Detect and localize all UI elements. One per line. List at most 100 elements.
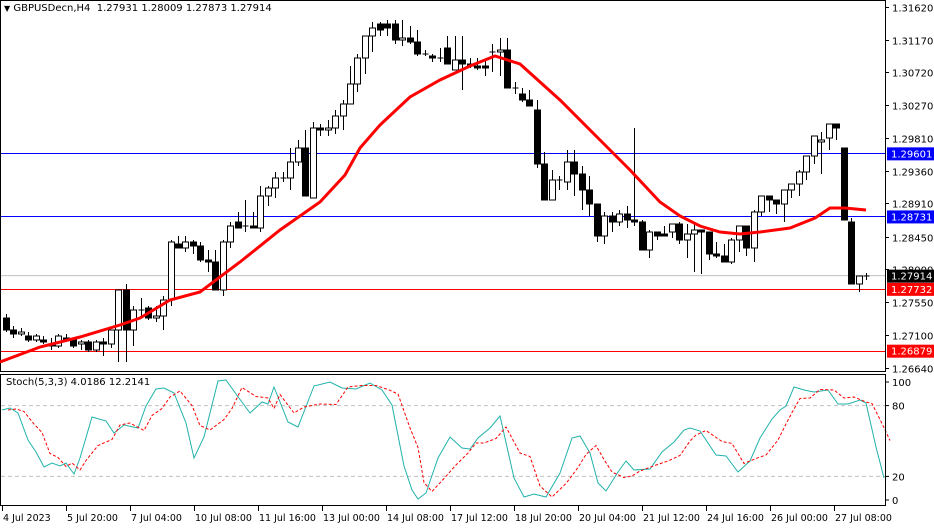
candle: [220, 241, 227, 291]
candle: [197, 245, 204, 261]
candle: [474, 65, 481, 69]
candle: [190, 241, 197, 247]
stoch-signal-value: 12.2141: [108, 377, 151, 388]
close-value: 1.27914: [230, 3, 272, 14]
candle: [429, 55, 436, 59]
stoch-tick: 100: [892, 378, 911, 389]
stoch-main-value: 4.0186: [70, 377, 106, 388]
candle: [848, 221, 855, 285]
time-tick: 20 Jul 04:00: [579, 513, 636, 524]
candle: [564, 161, 571, 183]
time-tick: 17 Jul 12:00: [451, 513, 508, 524]
candle: [616, 213, 623, 223]
horizontal-lines[interactable]: [1, 153, 885, 352]
candle: [347, 83, 354, 105]
candle: [691, 229, 698, 235]
candle: [631, 219, 638, 223]
candle: [586, 189, 593, 205]
candle: [781, 189, 788, 205]
candle: [504, 49, 511, 89]
open-value: 1.27931: [96, 3, 139, 14]
candle: [257, 195, 264, 229]
candle: [833, 123, 840, 129]
stoch-signal-line: [7, 385, 891, 498]
price-tick: 1.30270: [892, 102, 933, 113]
price-tick: 1.27550: [892, 299, 933, 310]
candlesticks: [3, 20, 870, 362]
candle: [78, 341, 85, 345]
candle: [721, 255, 728, 263]
candle: [811, 135, 818, 157]
candle: [212, 261, 219, 291]
candle: [310, 127, 317, 199]
candle: [354, 57, 361, 85]
candle: [818, 139, 825, 143]
price-tick: 1.31620: [892, 4, 933, 15]
candle: [773, 199, 780, 205]
candle: [541, 163, 548, 201]
symbol-label: GBPUSDecn,H4: [13, 3, 91, 14]
time-tick: 26 Jul 00:00: [771, 513, 828, 524]
candle: [18, 331, 25, 335]
candle: [676, 223, 683, 241]
candle: [40, 339, 47, 343]
candle: [788, 183, 795, 191]
time-tick: 7 Jul 04:00: [131, 513, 182, 524]
candle: [10, 329, 17, 335]
candle: [384, 23, 391, 29]
price-tick: 1.29360: [892, 168, 933, 179]
price-tick: 1.28910: [892, 200, 933, 211]
candle: [325, 127, 332, 131]
candle: [123, 289, 130, 331]
stoch-tick: 0: [892, 496, 898, 507]
candle: [706, 231, 713, 255]
price-label: 1.29601: [891, 149, 932, 160]
candle: [205, 259, 212, 263]
candle: [340, 103, 347, 117]
stoch-tick: 80: [892, 402, 905, 413]
candle: [758, 195, 765, 213]
stochastic-panel: [1, 379, 891, 500]
candle: [497, 49, 504, 53]
candle: [302, 147, 309, 197]
time-axis: 4 Jul 2023 5 Jul 20:00 7 Jul 04:00 10 Jul 0…: [2, 506, 892, 524]
candle: [661, 233, 668, 237]
candle: [766, 195, 773, 201]
chart-title: ▼ GBPUSDecn,H4 1.27931 1.28009 1.27873 1…: [4, 3, 272, 14]
stoch-label: Stoch(5,3,3): [6, 377, 68, 388]
candle: [743, 225, 750, 249]
price-tick: 1.26640: [892, 365, 933, 376]
price-tick: 1.30720: [892, 69, 933, 80]
price-tick: 1.28450: [892, 234, 933, 245]
stoch-axis: 100 80 20 0: [885, 374, 911, 507]
candle: [549, 179, 556, 201]
candle: [3, 317, 10, 331]
time-tick: 13 Jul 00:00: [323, 513, 380, 524]
stoch-title: Stoch(5,3,3) 4.0186 12.2141: [6, 377, 150, 388]
candle: [317, 127, 324, 131]
candle: [100, 341, 107, 345]
high-value: 1.28009: [141, 3, 183, 14]
candle: [182, 241, 189, 249]
collapse-triangle-icon[interactable]: ▼: [4, 4, 11, 13]
candle: [332, 115, 339, 129]
candle: [250, 225, 257, 229]
candle: [519, 93, 526, 101]
candle: [272, 177, 279, 189]
candle: [826, 123, 833, 139]
time-tick: 5 Jul 20:00: [67, 513, 118, 524]
candle: [70, 339, 77, 347]
stoch-main-line: [1, 379, 885, 500]
candle: [265, 187, 272, 197]
price-tick: 1.29810: [892, 135, 933, 146]
price-tick: 1.31170: [892, 37, 933, 48]
candle: [841, 147, 848, 221]
candle: [369, 27, 376, 37]
candle: [803, 155, 810, 173]
candle: [571, 161, 578, 175]
candle: [377, 23, 384, 31]
price-label: 1.28731: [891, 212, 932, 223]
candle: [168, 241, 175, 301]
